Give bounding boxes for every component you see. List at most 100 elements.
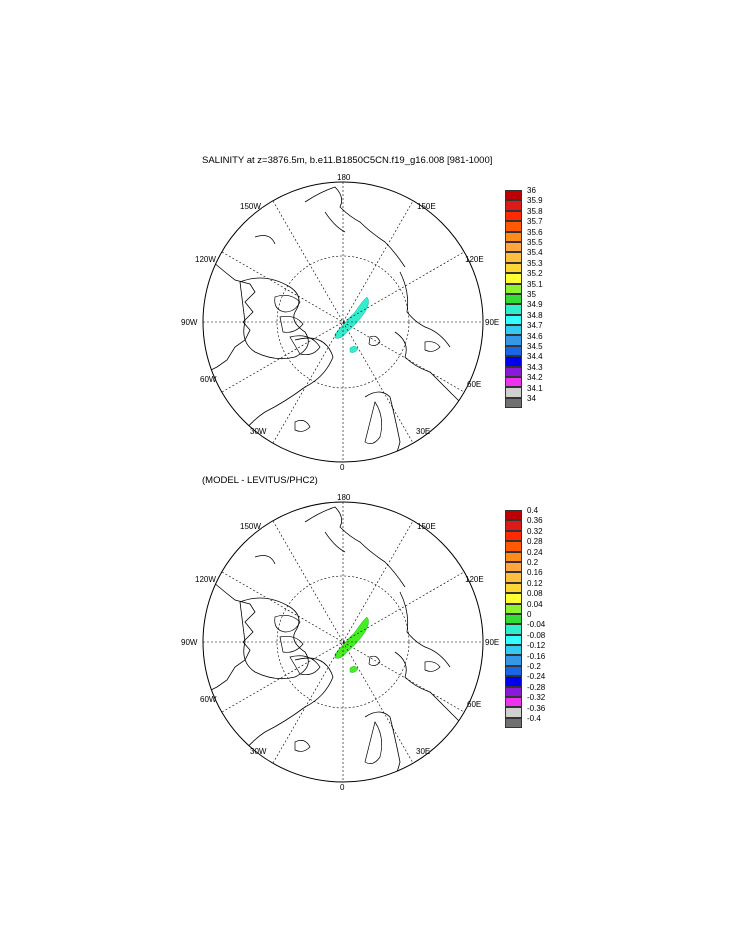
colorbar-label: -0.36 xyxy=(527,703,546,713)
colorbar-swatch xyxy=(505,572,522,583)
label-60e: 60E xyxy=(467,700,481,709)
label-30w: 30W xyxy=(250,747,267,756)
polar-map: 180 0 90W 90E 150W 120W 60W 30W 150E 120E 60E 3… xyxy=(181,493,499,792)
label-90w: 90W xyxy=(181,318,198,327)
label-30w: 30W xyxy=(250,427,267,436)
colorbar-label: -0.28 xyxy=(527,682,546,692)
field-small xyxy=(349,666,359,673)
colorbar-label: 0.16 xyxy=(527,568,543,578)
colorbar-swatch xyxy=(505,345,522,357)
colorbar-label: 35.4 xyxy=(527,248,543,258)
map-title: (MODEL - LEVITUS/PHC2) xyxy=(202,475,318,486)
graticule xyxy=(203,502,483,782)
label-180: 180 xyxy=(337,173,351,182)
colorbar-label: 34 xyxy=(527,394,536,403)
colorbar-label: 34.8 xyxy=(527,310,543,320)
colorbar-swatch xyxy=(505,530,522,542)
colorbar-swatch xyxy=(505,314,522,326)
colorbar-label: 0.24 xyxy=(527,547,543,557)
colorbar-swatch xyxy=(505,190,522,201)
colorbar-label: 34.1 xyxy=(527,383,543,393)
colorbar-swatch xyxy=(505,634,522,646)
colorbar-label: 34.5 xyxy=(527,342,543,351)
colorbar-swatch xyxy=(505,593,522,604)
colorbar-swatch xyxy=(505,541,522,552)
label-150e: 150E xyxy=(417,522,436,531)
colorbar-swatch xyxy=(505,387,522,398)
colorbar-label: 0.08 xyxy=(527,589,543,599)
colorbar-swatch xyxy=(505,335,522,346)
colorbar-swatch xyxy=(505,717,522,729)
field-shading xyxy=(334,616,369,673)
colorbar-label: -0.12 xyxy=(527,641,546,651)
colorbar-label: 36 xyxy=(527,186,536,195)
colorbar-swatch xyxy=(505,273,522,284)
colorbar-label: -0.08 xyxy=(527,630,546,640)
colorbar-label: -0.24 xyxy=(527,672,546,682)
colorbar-label: -0.2 xyxy=(527,662,541,671)
coastlines xyxy=(206,506,461,782)
colorbar-label: 35.9 xyxy=(527,196,543,206)
graticule xyxy=(203,182,483,462)
label-150w: 150W xyxy=(240,202,261,211)
colorbar-label: 34.6 xyxy=(527,331,543,341)
label-0: 0 xyxy=(340,463,345,472)
colorbar-swatch xyxy=(505,252,522,263)
colorbar-label: 34.9 xyxy=(527,300,543,310)
salinity-map-panel: SALINITY at z=3876.5m, b.e11.B1850C5CN.f… xyxy=(0,150,733,480)
label-0: 0 xyxy=(340,783,345,792)
map-border xyxy=(202,181,484,463)
label-150w: 150W xyxy=(240,522,261,531)
colorbar-swatch xyxy=(505,200,522,211)
colorbar-swatch xyxy=(505,231,522,242)
colorbar-label: 0.12 xyxy=(527,578,543,588)
colorbar-label: 34.3 xyxy=(527,362,543,372)
colorbar-label: 0.32 xyxy=(527,526,543,536)
colorbar-label: 35 xyxy=(527,290,536,299)
colorbar-swatch xyxy=(505,645,522,656)
colorbar-label: -0.4 xyxy=(527,714,541,723)
label-120w: 120W xyxy=(195,255,216,264)
label-30e: 30E xyxy=(416,427,430,436)
field-main xyxy=(334,296,369,339)
colorbar-label: 35.5 xyxy=(527,238,543,247)
colorbar-swatch xyxy=(505,397,522,409)
label-120e: 120E xyxy=(465,575,484,584)
colorbar-swatch xyxy=(505,582,522,594)
colorbar-label: 0 xyxy=(527,610,532,619)
colorbar-swatch xyxy=(505,293,522,305)
polar-map: 180 0 90W 90E 150W 120W 60W 30W 150E 120E 60E 3… xyxy=(181,173,499,472)
colorbar-label: 35.6 xyxy=(527,227,543,237)
field-main xyxy=(334,616,369,659)
colorbar: 0.4 0.36 0.32 0.28 0.24 0.2 0.16 0.12 0.08 0.04 0-… xyxy=(505,506,545,729)
colorbar-label: -0.32 xyxy=(527,693,546,703)
map-border xyxy=(202,501,484,783)
colorbar-swatch xyxy=(505,697,522,708)
label-90w: 90W xyxy=(181,638,198,647)
colorbar-label: 34.7 xyxy=(527,321,543,331)
colorbar: 36 35.9 35.8 35.7 35.6 35.5 35.4 35.3 35.2 35.1 35… xyxy=(505,186,543,409)
colorbar-swatch xyxy=(505,356,522,367)
label-120w: 120W xyxy=(195,575,216,584)
colorbar-swatch xyxy=(505,613,522,625)
colorbar-swatch xyxy=(505,262,522,274)
colorbar-swatch xyxy=(505,241,522,253)
colorbar-swatch xyxy=(505,603,522,614)
label-90e: 90E xyxy=(485,638,499,647)
colorbar-swatch xyxy=(505,665,522,677)
label-180: 180 xyxy=(337,493,351,502)
label-60e: 60E xyxy=(467,380,481,389)
colorbar-swatch xyxy=(505,304,522,315)
colorbar-label: 35.3 xyxy=(527,258,543,268)
colorbar-label: -0.16 xyxy=(527,651,546,661)
colorbar-label: 0.28 xyxy=(527,537,543,547)
colorbar-swatch xyxy=(505,377,522,388)
field-shading xyxy=(334,296,369,353)
colorbar-swatch xyxy=(505,707,522,718)
colorbar-label: 0.2 xyxy=(527,558,539,567)
colorbar-swatch xyxy=(505,686,522,698)
colorbar-swatch xyxy=(505,325,522,336)
colorbar-swatch xyxy=(505,655,522,666)
colorbar-label: 35.1 xyxy=(527,279,543,289)
colorbar-swatch xyxy=(505,676,522,687)
